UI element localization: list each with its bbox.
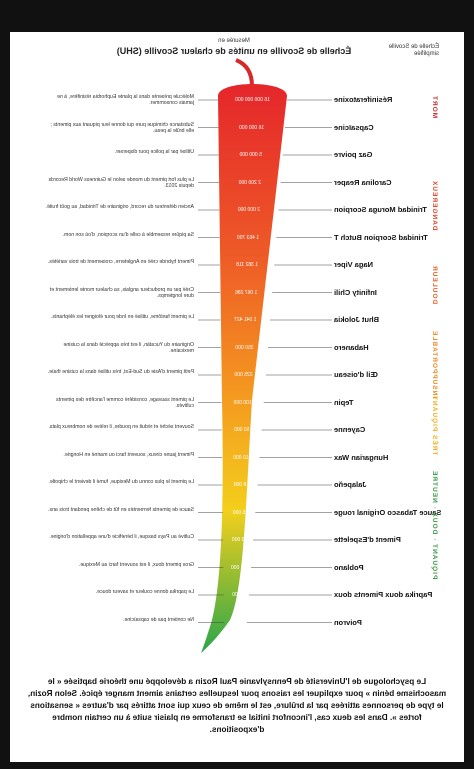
footer-text: Le psychologue de l'Université de Pennsy… bbox=[27, 677, 447, 734]
shu-value: 1 067 286 bbox=[235, 289, 258, 296]
pepper-name: Jalapeño bbox=[334, 480, 367, 489]
shu-value: 50 000 bbox=[234, 427, 250, 433]
pepper-description: Molécule présente dans la plante Euphorb… bbox=[57, 94, 194, 106]
pepper-description: Piment jaune cireux, souvent farci ou ma… bbox=[63, 451, 194, 458]
shu-value: 2 000 bbox=[230, 564, 244, 571]
shu-value: 1 382 118 bbox=[236, 262, 259, 268]
pepper-description: Ancien détenteur du record, originaire d… bbox=[45, 204, 194, 210]
pepper-name: Paprika doux Piments doux bbox=[334, 590, 433, 599]
shu-value: 16 000 000 bbox=[239, 124, 265, 131]
pepper-name: Œil d'oiseau bbox=[334, 370, 378, 379]
shu-value: 2 200 000 bbox=[238, 179, 261, 186]
pepper-name: Tepin bbox=[334, 397, 354, 407]
pepper-description: Le piment sauvage, considéré comme l'anc… bbox=[56, 396, 194, 409]
pepper-description: Créé par un producteur anglais, sa chale… bbox=[49, 286, 194, 299]
pepper-description: Sa piqûre ressemble à celle d'un scorpio… bbox=[62, 231, 194, 238]
scale-label: PIQUANT · DOUX · NEUTRE bbox=[431, 470, 438, 580]
pepper-name: Gaz poivre bbox=[334, 150, 373, 159]
pepper-description: Le paprika donne couleur et saveur douce… bbox=[95, 589, 194, 595]
pepper-description: Sauce de piments fermentés en fût de chê… bbox=[48, 506, 194, 513]
pepper-description: Le piment fantôme, utilisé en Inde pour … bbox=[50, 314, 194, 320]
shu-value: 5 000 000 bbox=[239, 152, 262, 158]
pepper-name: Poivron bbox=[334, 617, 362, 627]
pepper-description: Le plus fort piment du monde selon le Gu… bbox=[48, 176, 194, 189]
pepper-description: Souvent séché et réduit en poudre, il re… bbox=[48, 424, 194, 430]
shu-value: 5 000 bbox=[232, 509, 246, 516]
pepper-name: Capsaïcine bbox=[334, 122, 374, 132]
shu-value: 10 000 bbox=[233, 454, 249, 461]
pepper-name: Cayenne bbox=[334, 425, 366, 434]
pepper-stem bbox=[235, 58, 254, 87]
pepper-name: Habanero bbox=[334, 342, 369, 352]
pepper-description: Utilisé par la police pour disperser. bbox=[114, 149, 194, 155]
pepper-name: Poblano bbox=[334, 562, 364, 572]
shu-value: 1 463 700 bbox=[236, 234, 260, 241]
pepper-description: Le piment le plus connu du Mexique, fumé… bbox=[48, 479, 194, 485]
pepper-name: Trinidad Scorpion Butch T bbox=[334, 232, 428, 242]
shu-value: 16 000 000 000 bbox=[235, 97, 270, 103]
shu-value: 8 000 bbox=[233, 482, 247, 488]
pepper-description: Ne contient pas de capsaïcine. bbox=[123, 616, 194, 623]
shu-value: 500 bbox=[232, 592, 241, 598]
scale-label: TRÈS PIQUANT bbox=[431, 395, 438, 456]
pepper-name: Naga Viper bbox=[334, 260, 374, 269]
shu-value: 3 000 bbox=[231, 537, 245, 543]
pepper-name: Carolina Reaper bbox=[334, 177, 392, 187]
pepper-description: Petit piment d'Asie du Sud-Est, très uti… bbox=[47, 369, 194, 375]
scale-label: MORT bbox=[431, 95, 438, 119]
pepper bbox=[201, 84, 287, 653]
scale-label: DOULEUR bbox=[431, 265, 438, 305]
shu-value: 225 000 bbox=[234, 372, 253, 378]
pepper-name: Bhut Jolokia bbox=[334, 315, 380, 324]
pepper-name: Infinity Chili bbox=[334, 287, 377, 297]
scale-label: DANGEREUX bbox=[431, 180, 438, 231]
pepper-name: Trinidad Moruga Scorpion bbox=[334, 205, 427, 214]
pepper-description: Piment hybride créé en Angleterre, crois… bbox=[47, 259, 194, 265]
pepper-name: Résiniferatoxine bbox=[334, 95, 393, 104]
shu-value: 2 000 000 bbox=[237, 207, 261, 213]
shu-value: 1 041 427 bbox=[234, 317, 257, 323]
pepper-description: Cultivé au Pays basque, il bénéficie d'u… bbox=[49, 534, 194, 540]
pepper-name: Hungarian Wax bbox=[334, 452, 389, 462]
pepper-name: Sauce Tabasco Original rouge bbox=[334, 507, 442, 517]
shu-value: 100 000 bbox=[233, 399, 252, 406]
shu-value: 350 000 bbox=[235, 344, 254, 351]
pepper-name: Piment d'Espelette bbox=[334, 535, 401, 544]
shu-value: 0 bbox=[234, 619, 237, 626]
scale-label: INSUPPORTABLE bbox=[431, 330, 438, 399]
pepper-description: Substance chimique pure qui donne leur p… bbox=[50, 121, 194, 134]
pepper-description: Originaire du Yucatán, il est très appré… bbox=[63, 341, 194, 354]
pepper-description: Gros piment doux, il est souvent farci a… bbox=[78, 561, 194, 568]
